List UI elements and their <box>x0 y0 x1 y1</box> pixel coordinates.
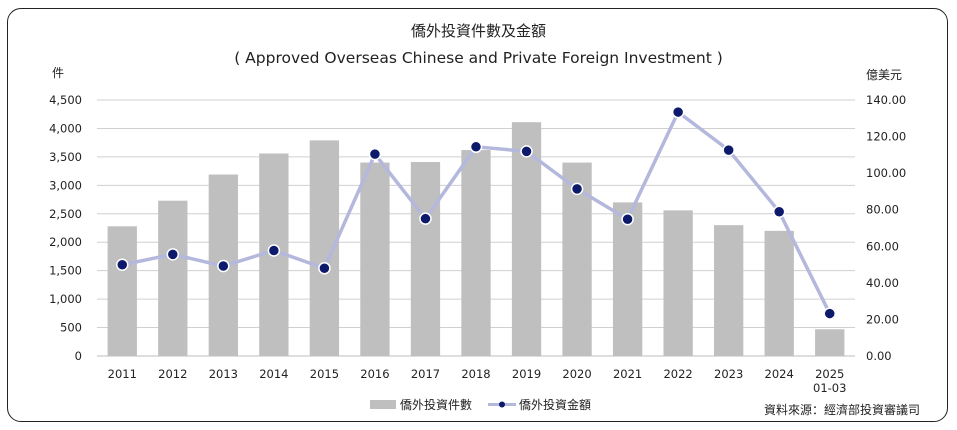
line-point <box>166 248 180 261</box>
x-axis-tick-label: 2025 01-03 <box>813 367 846 395</box>
line-point <box>217 259 230 273</box>
x-axis-tick-label: 2017 <box>411 367 440 381</box>
legend-line-label: 僑外投資金額 <box>519 397 591 412</box>
left-axis-tick-label: 3,000 <box>49 178 82 192</box>
left-axis-tick-label: 2,000 <box>49 235 82 249</box>
right-axis-tick-label: 60.00 <box>866 239 899 253</box>
left-axis-unit: 件 <box>52 66 65 80</box>
left-axis-tick-label: 1,000 <box>49 292 82 306</box>
x-axis-tick-label: 2011 <box>108 367 137 381</box>
right-axis-tick-label: 120.00 <box>866 130 906 144</box>
right-axis-tick-label: 40.00 <box>866 276 899 290</box>
line-point <box>318 261 331 275</box>
bar <box>663 210 693 356</box>
bar <box>410 162 441 356</box>
bar <box>360 162 390 356</box>
line-point <box>823 307 836 320</box>
left-axis-tick-label: 3,500 <box>49 150 82 164</box>
line-point <box>368 147 382 161</box>
x-axis-tick-label: 2012 <box>158 367 187 381</box>
bar <box>158 200 188 356</box>
line-point <box>570 182 584 196</box>
chart-subtitle: ( Approved Overseas Chinese and Private … <box>234 49 723 67</box>
chart-title: 僑外投資件數及金額 <box>410 22 546 40</box>
left-axis-tick-label: 1,500 <box>49 264 82 278</box>
bar <box>461 150 491 356</box>
left-axis-tick-label: 2,500 <box>49 207 82 221</box>
right-axis-tick-label: 80.00 <box>866 203 899 217</box>
x-axis-tick-label: 2016 <box>360 367 389 381</box>
x-axis-tick-label: 2019 <box>512 367 541 381</box>
left-axis-tick-label: 4,500 <box>49 93 82 107</box>
bar <box>612 202 643 356</box>
x-axis-tick-label: 2021 <box>613 367 642 381</box>
x-axis-tick-label: 2014 <box>259 367 288 381</box>
bar <box>511 122 542 356</box>
legend-bar-label: 僑外投資件數 <box>400 397 472 412</box>
line-point <box>722 143 735 157</box>
x-axis-tick-label: 2023 <box>714 367 743 381</box>
x-axis-tick-label: 2013 <box>209 367 238 381</box>
line-point <box>116 258 129 272</box>
right-axis-tick-label: 20.00 <box>866 312 899 326</box>
line-point <box>772 205 786 218</box>
right-axis-tick-label: 0.00 <box>866 349 892 363</box>
line-point <box>621 212 634 226</box>
x-axis-tick-label: 2018 <box>461 367 490 381</box>
right-axis-tick-label: 100.00 <box>866 166 906 180</box>
left-axis-tick-label: 0 <box>75 349 82 363</box>
bar <box>107 226 137 356</box>
source-note: 資料來源：經濟部投資審議司 <box>764 403 921 417</box>
left-axis-tick-label: 4,000 <box>49 121 82 135</box>
bar <box>764 230 794 356</box>
line-point <box>267 244 281 257</box>
left-axis-tick-label: 500 <box>60 321 82 335</box>
right-axis-unit: 億美元 <box>866 68 903 82</box>
line-point <box>469 140 483 154</box>
x-axis-tick-label: 2020 <box>562 367 591 381</box>
x-axis-tick-label: 2015 <box>310 367 339 381</box>
legend-bar-swatch <box>370 400 396 409</box>
right-axis-tick-label: 140.00 <box>866 93 906 107</box>
line-point <box>419 212 432 225</box>
bar <box>714 225 744 356</box>
bar <box>815 329 845 356</box>
line-point <box>671 105 685 119</box>
legend-line-marker <box>499 401 505 408</box>
x-axis-tick-label: 2024 <box>765 367 794 381</box>
x-axis-tick-label: 2022 <box>663 367 692 381</box>
line-point <box>520 145 533 158</box>
